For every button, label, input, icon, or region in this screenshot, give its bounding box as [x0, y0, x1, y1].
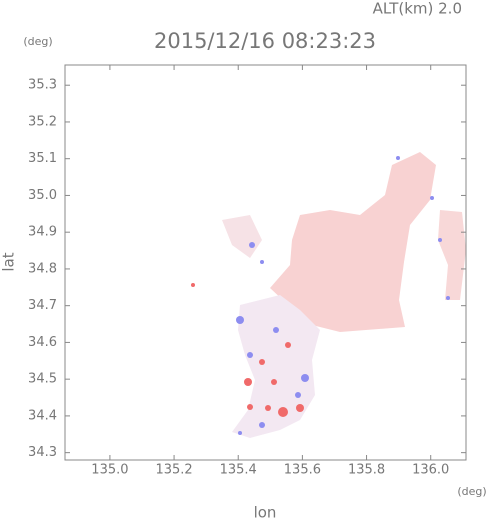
y-axis-label: lat	[0, 252, 18, 271]
y-unit: (deg)	[23, 35, 52, 48]
x-unit: (deg)	[457, 485, 486, 498]
y-tick-label: 34.3	[28, 445, 57, 460]
y-tick-label: 35.1	[28, 151, 57, 166]
y-tick-label: 34.4	[28, 408, 57, 423]
x-tick-label: 136.0	[412, 463, 449, 478]
x-tick-label: 135.0	[91, 463, 128, 478]
x-axis-label: lon	[254, 504, 277, 521]
y-tick-label: 35.0	[28, 188, 57, 203]
x-tick-label: 135.8	[348, 463, 385, 478]
y-tick-label: 35.2	[28, 114, 57, 129]
y-tick-label: 35.3	[28, 78, 57, 93]
x-tick-label: 135.4	[220, 463, 257, 478]
subtitle: ALT(km) 2.0	[373, 0, 462, 18]
radar-echo	[191, 152, 466, 438]
y-tick-label: 34.7	[28, 298, 57, 313]
chart-title: 2015/12/16 08:23:23	[154, 29, 376, 53]
plot-frame	[64, 64, 467, 461]
y-tick-label: 34.6	[28, 335, 57, 350]
y-tick-label: 34.5	[28, 372, 57, 387]
x-tick-label: 135.6	[284, 463, 321, 478]
y-tick-label: 34.9	[28, 225, 57, 240]
y-tick-label: 34.8	[28, 261, 57, 276]
x-tick-label: 135.2	[155, 463, 192, 478]
